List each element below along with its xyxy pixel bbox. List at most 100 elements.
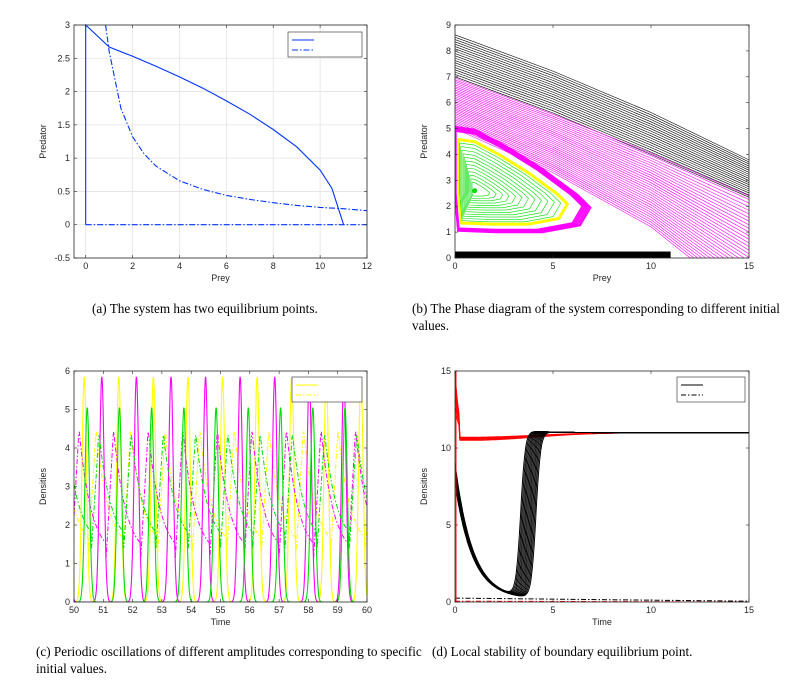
trajectory-black [455,55,749,179]
trajectory-black [455,48,749,173]
x-tick-label: 15 [744,261,754,271]
trajectory-magenta [455,94,749,233]
trajectory-magenta [455,91,749,226]
x-tick-label: 4 [177,261,182,271]
y-tick-label: 1.5 [57,120,70,130]
y-tick-label: 1 [446,227,451,237]
x-tick-label: 10 [646,261,656,271]
y-tick-label: 2.5 [57,53,70,63]
x-tick-label: 0 [452,605,457,615]
axes-frame [454,24,750,259]
trajectory-magenta [455,98,749,240]
trajectory-magenta [455,81,749,204]
trajectory-magenta [455,113,730,258]
y-tick-label: 1 [65,153,70,163]
y-tick-label: 7 [446,72,451,82]
y-tick-label: 3 [65,20,70,30]
trajectory-layer [455,34,749,258]
predator-line-magenta [74,431,367,558]
plot-area [455,371,749,602]
y-tick-label: 2 [446,201,451,211]
trajectory-magenta [455,118,715,258]
trajectory-black [455,34,749,161]
trajectory-green [469,174,503,202]
x-axis-label: Time [592,617,612,627]
trajectory-black [455,43,749,169]
trajectory-green [461,149,549,218]
equilibrium-marker [472,188,478,194]
trajectory-green [465,160,529,211]
prey-line-green [74,407,367,602]
y-tick-label: 9 [446,20,451,30]
y-tick-label: 8 [446,46,451,56]
x-tick-label: 57 [274,605,284,615]
series-line-y-nullcline [105,24,368,212]
series-layer [455,371,749,602]
trajectory-green [467,167,516,206]
trajectory-magenta [455,79,749,200]
x-tick-label: 50 [69,605,79,615]
trajectory-magenta [455,77,749,197]
predator-line-black [455,597,749,602]
trajectory-magenta [455,121,707,258]
x-tick-label: 0 [452,261,457,271]
trajectory-magenta [455,87,749,218]
trajectory-green [466,164,523,209]
y-tick-label: 0 [65,597,70,607]
x-tick-label: 15 [744,605,754,615]
y-tick-label: 6 [446,98,451,108]
x-tick-label: 2 [130,261,135,271]
trajectory-green [468,171,510,204]
x-tick-label: 53 [157,605,167,615]
x-tick-label: 8 [271,261,276,271]
chart-d: 0 5 10 15 0 5 10 15 Time Densities [419,366,754,627]
trajectory-magenta [455,128,691,258]
trajectory-magenta [455,109,740,258]
x-axis-label: Time [211,617,231,627]
x-tick-label: 10 [315,261,325,271]
trajectory-black [455,71,749,194]
trajectory-green [462,153,542,216]
series-line-x-nullcline [85,23,345,225]
y-tick-label: 5 [446,520,451,530]
trajectory-black [455,60,749,183]
legend-box [287,31,363,58]
x-axis-label: Prey [593,273,612,283]
y-tick-label: 3 [446,175,451,185]
trajectory-black [455,57,749,181]
chart-c: 50 51 52 53 54 55 56 57 58 59 600123456TimeDensiti… [38,366,372,627]
x-tick-label: 10 [646,605,656,615]
trajectory-green [459,142,562,223]
y-tick-label: 0 [65,220,70,230]
y-tick-label: 1 [65,559,70,569]
chart-a: 0 2 4 6 8 10 12 -0.5 0 0.5 1 1.5 2 2.5 3 Prey Predator [38,20,372,283]
x-tick-label: 56 [245,605,255,615]
trajectory-magenta [455,114,725,258]
caption-c: (c) Periodic oscillations of different a… [36,644,422,676]
trajectory-magenta [455,103,749,251]
legend-box [676,376,746,403]
trajectory-magenta-loop [455,130,583,230]
trajectory-magenta [455,89,749,222]
caption-a: (a) The system has two equilibrium point… [92,301,318,316]
x-tick-label: 60 [362,605,372,615]
trajectory-black [455,69,749,192]
trajectory-black [455,36,749,163]
caption-d: (d) Local stability of boundary equilibr… [432,644,693,659]
trajectory-black [455,67,749,190]
legend-box [291,376,363,403]
y-tick-label: 5 [65,405,70,415]
y-tick-label: 0 [446,253,451,263]
y-tick-label: 6 [65,366,70,376]
y-tick-label: 4 [446,149,451,159]
y-tick-label: 4 [65,443,70,453]
y-axis-label: Densities [419,467,429,505]
y-tick-label: 15 [441,366,451,376]
y-tick-label: 5 [446,124,451,134]
x-tick-label: 54 [186,605,196,615]
trajectory-magenta [455,111,735,258]
x-axis-label: Prey [211,273,230,283]
plot-area [74,25,367,258]
predator-line-green [74,435,367,549]
